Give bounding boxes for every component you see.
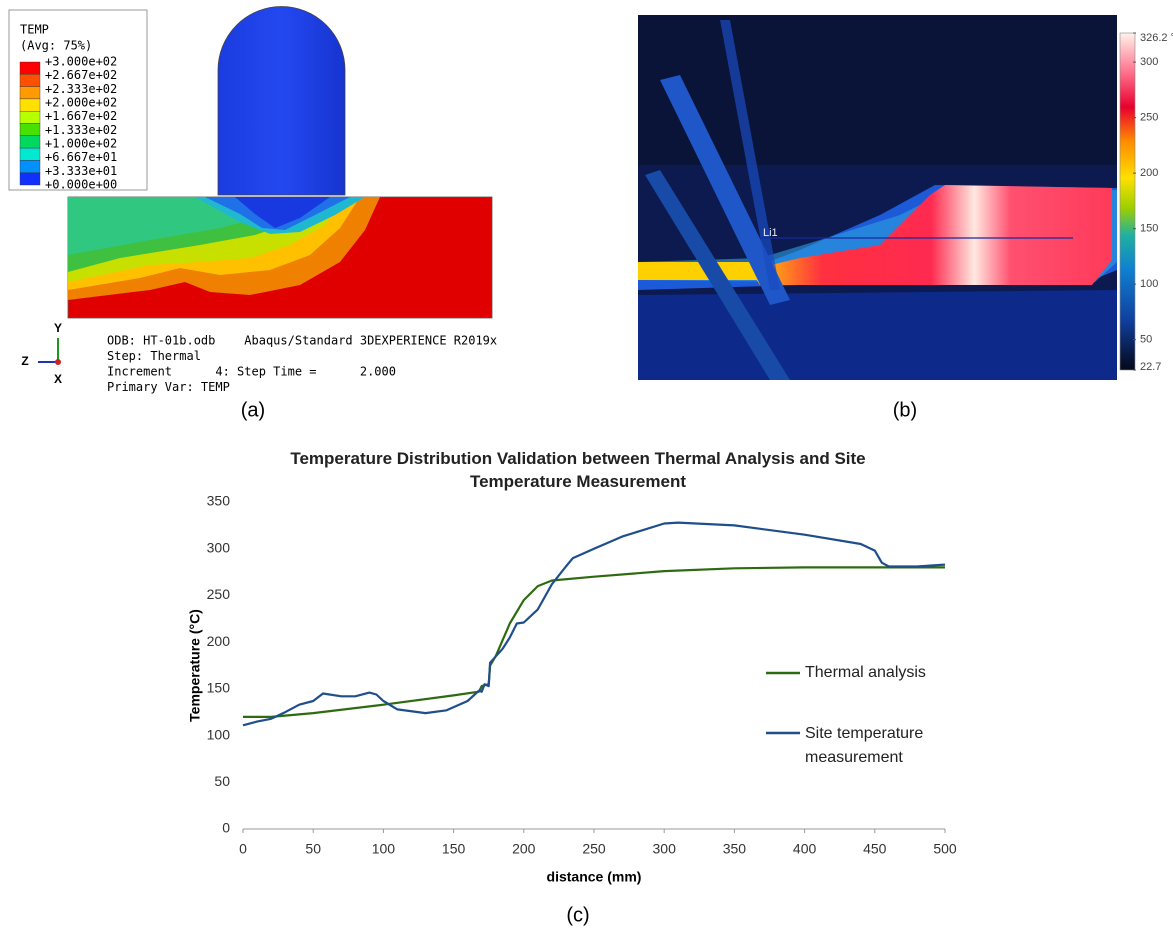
y-tick-label: 300 <box>207 539 231 555</box>
legend-label: +1.333e+02 <box>45 123 117 137</box>
x-tick-label: 100 <box>372 841 396 857</box>
x-tick-label: 450 <box>863 841 887 857</box>
thermal-image <box>638 15 1136 380</box>
model-info: Primary Var: TEMP <box>107 380 230 394</box>
model-info: ODB: HT-01b.odb Abaqus/Standard 3DEXPERI… <box>107 334 497 348</box>
colorbar-label: 100 <box>1140 278 1158 290</box>
legend-swatch <box>19 172 41 186</box>
series-line <box>242 521 946 727</box>
colorbar-label: 326.2 °C <box>1140 32 1173 44</box>
caption: (b) <box>893 399 917 421</box>
legend-label: +3.333e+01 <box>45 164 117 178</box>
chart-title: Temperature Distribution Validation betw… <box>290 449 866 491</box>
legend-label: +2.333e+02 <box>45 82 117 96</box>
colorbar-label: 50 <box>1140 334 1152 346</box>
x-tick-label: 350 <box>723 841 747 857</box>
caption: (c) <box>566 904 589 926</box>
fea-model <box>67 6 493 319</box>
y-tick-label: 350 <box>207 493 231 509</box>
y-tick-label: 250 <box>207 586 231 602</box>
x-tick-label: 150 <box>442 841 466 857</box>
legend-swatch <box>19 135 41 149</box>
y-tick-label: 100 <box>207 726 231 742</box>
colorbar-label: 150 <box>1140 223 1158 235</box>
x-axis-label: distance (mm) <box>547 869 642 885</box>
legend-label: +3.000e+02 <box>45 55 117 69</box>
x-tick-label: 500 <box>933 841 957 857</box>
model-info: Step: Thermal <box>107 349 201 363</box>
series-line <box>243 566 945 718</box>
x-tick-label: 250 <box>582 841 606 857</box>
legend-label: +1.000e+02 <box>45 137 117 151</box>
legend-label: Thermal analysis <box>805 664 926 681</box>
x-tick-label: 0 <box>239 841 247 857</box>
legend-swatch <box>19 110 41 124</box>
triad-label: X <box>54 372 62 386</box>
triad-label: Y <box>54 321 62 335</box>
y-tick-label: 150 <box>207 680 231 696</box>
legend-swatch <box>19 160 41 173</box>
triad-label: Z <box>21 354 28 368</box>
x-tick-label: 300 <box>653 841 677 857</box>
y-tick-label: 50 <box>214 773 230 789</box>
legend-swatch <box>19 61 41 75</box>
profile-line-label: Li1 <box>763 227 778 239</box>
legend-label: +6.667e+01 <box>45 150 117 164</box>
caption: (a) <box>241 399 265 421</box>
colorbar-label: 200 <box>1140 167 1158 179</box>
legend-label: +0.000e+00 <box>45 178 117 192</box>
x-tick-label: 50 <box>305 841 321 857</box>
legend-swatch <box>19 147 41 161</box>
legend-label: +2.667e+02 <box>45 68 117 82</box>
x-tick-label: 200 <box>512 841 536 857</box>
legend-label: Site temperature measurement <box>805 725 924 766</box>
colorbar-label: 22.7 <box>1140 361 1161 373</box>
legend-label: +2.000e+02 <box>45 96 117 110</box>
legend-swatch <box>19 98 41 112</box>
legend-subtitle: (Avg: 75%) <box>20 39 92 53</box>
legend-swatch <box>19 123 41 137</box>
x-tick-label: 400 <box>793 841 817 857</box>
y-axis-label: Temperature (°C) <box>187 609 203 722</box>
legend-swatch <box>19 74 41 87</box>
y-tick-label: 0 <box>222 820 230 836</box>
legend-label: +1.667e+02 <box>45 109 117 123</box>
colorbar-label: 300 <box>1140 56 1158 68</box>
model-info: Increment 4: Step Time = 2.000 <box>107 365 396 379</box>
triad-x <box>55 359 61 365</box>
y-tick-label: 200 <box>207 633 231 649</box>
legend-title: TEMP <box>20 23 49 37</box>
colorbar-label: 250 <box>1140 112 1158 124</box>
legend-swatch <box>19 86 41 100</box>
